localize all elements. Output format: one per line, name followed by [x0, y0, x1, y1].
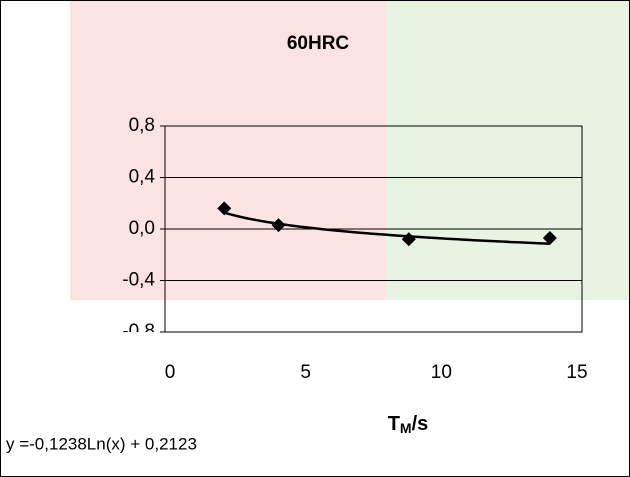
- x-tick-label: 0: [165, 362, 176, 383]
- x-label-sub: M: [400, 420, 412, 436]
- watermark-left: [70, 0, 385, 300]
- point: [401, 232, 416, 247]
- y-tick-label: -0,4: [122, 270, 155, 291]
- point: [271, 218, 286, 233]
- point: [217, 201, 232, 216]
- y-tick-label: 0,0: [129, 218, 155, 239]
- x-tick-label: 10: [431, 362, 452, 383]
- point: [542, 231, 557, 246]
- y-tick-label: 0,4: [129, 167, 156, 188]
- y-tick-label: -0,8: [122, 321, 155, 342]
- x-tick-label: 15: [566, 362, 587, 383]
- watermark-right: [385, 0, 630, 300]
- chart-title: 60HRC: [287, 33, 350, 54]
- x-label-main: T: [388, 413, 400, 435]
- x-tick-label: 5: [300, 362, 311, 383]
- x-label-unit: /s: [412, 413, 429, 435]
- y-tick-label: 0,8: [129, 115, 155, 136]
- trendline-equation: y =-0,1238Ln(x) + 0,2123: [6, 434, 197, 453]
- x-axis-label: TM/s: [388, 413, 429, 435]
- watermark: [70, 0, 630, 300]
